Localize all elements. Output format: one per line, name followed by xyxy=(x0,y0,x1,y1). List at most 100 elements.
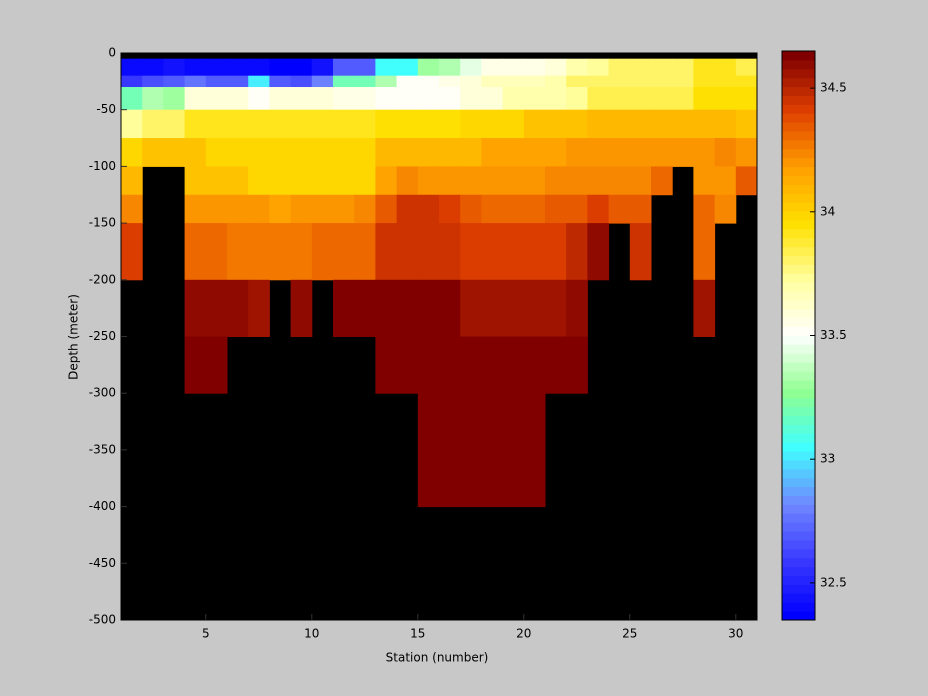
colorbar-band xyxy=(782,486,815,497)
colorbar-band xyxy=(782,539,815,550)
heatmap-cell xyxy=(417,336,440,394)
heatmap-cell xyxy=(290,58,313,77)
colorbar-band xyxy=(782,566,815,577)
heatmap-cell xyxy=(693,223,716,281)
heatmap-cell xyxy=(629,166,652,196)
colorbar-band xyxy=(782,95,815,105)
heatmap-cell xyxy=(587,58,610,77)
heatmap-cell xyxy=(523,223,546,281)
colorbar-band xyxy=(782,68,815,79)
heatmap-cell xyxy=(608,75,631,88)
colorbar-band xyxy=(782,371,815,381)
colorbar-band xyxy=(782,442,815,452)
heatmap-cell xyxy=(333,279,355,337)
heatmap-cell xyxy=(311,194,334,224)
colorbar-band xyxy=(782,166,815,176)
heatmap-cell xyxy=(651,166,673,196)
heatmap-cell xyxy=(481,336,504,394)
heatmap-cell xyxy=(290,87,313,111)
heatmap-cell xyxy=(735,109,758,139)
heatmap-cell xyxy=(502,58,525,77)
heatmap-cell xyxy=(290,279,313,337)
heatmap-cell xyxy=(396,166,419,196)
heatmap-cell xyxy=(142,109,164,139)
heatmap-cell xyxy=(523,279,546,337)
heatmap-cell xyxy=(163,109,186,139)
heatmap-cell xyxy=(502,138,525,167)
heatmap-cell xyxy=(460,87,482,111)
heatmap-cell xyxy=(121,223,143,281)
heatmap-cell xyxy=(184,166,207,196)
heatmap-cell xyxy=(523,87,546,111)
heatmap-cell xyxy=(502,223,525,281)
heatmap-cell xyxy=(502,279,525,337)
heatmap-cell xyxy=(227,279,249,337)
heatmap-cell xyxy=(354,138,376,167)
heatmap-cell xyxy=(545,75,567,88)
heatmap-cell xyxy=(439,223,461,281)
colorbar-band xyxy=(782,237,815,248)
heatmap-cell xyxy=(205,138,228,167)
heatmap-cell xyxy=(629,223,652,281)
heatmap-cell xyxy=(248,138,270,167)
heatmap-cell xyxy=(290,194,313,224)
heatmap-cell xyxy=(184,336,207,394)
heatmap-cell xyxy=(439,58,461,77)
x-tick-label: 30 xyxy=(728,627,743,641)
heatmap-cell xyxy=(354,194,376,224)
heatmap-cell xyxy=(481,279,504,337)
heatmap-cell xyxy=(629,194,652,224)
heatmap-cell xyxy=(651,58,673,77)
heatmap-cell xyxy=(629,138,652,167)
y-axis-label: Depth (meter) xyxy=(67,294,81,380)
heatmap-cell xyxy=(502,109,525,139)
heatmap-cell xyxy=(523,109,546,139)
heatmap-cell xyxy=(205,87,228,111)
heatmap-cell xyxy=(735,58,758,77)
heatmap-cell xyxy=(714,138,737,167)
y-tick-label: -100 xyxy=(89,159,116,173)
heatmap-cell xyxy=(566,166,588,196)
heatmap-cell xyxy=(460,194,482,224)
heatmap-cell xyxy=(566,109,588,139)
heatmap-cell xyxy=(269,166,292,196)
heatmap-cell xyxy=(248,194,270,224)
heatmap-cell xyxy=(566,194,588,224)
heatmap-cell xyxy=(417,87,440,111)
heatmap-cell xyxy=(439,138,461,167)
heatmap-cell xyxy=(651,87,673,111)
heatmap-cell xyxy=(693,109,716,139)
heatmap-cell xyxy=(184,194,207,224)
heatmap-cell xyxy=(142,58,164,77)
heatmap-cell xyxy=(714,109,737,139)
heatmap-cell xyxy=(354,87,376,111)
heatmap-cell xyxy=(227,87,249,111)
heatmap-cell xyxy=(481,166,504,196)
heatmap-cell xyxy=(481,87,504,111)
heatmap-cell xyxy=(333,138,355,167)
heatmap-cell xyxy=(121,109,143,139)
colorbar-band xyxy=(782,59,815,70)
heatmap-cell xyxy=(545,138,567,167)
heatmap-cell xyxy=(269,109,292,139)
heatmap-cell xyxy=(460,223,482,281)
colorbar-band xyxy=(782,557,815,568)
heatmap-cell xyxy=(545,109,567,139)
heatmap-cell xyxy=(460,75,482,88)
colorbar-band xyxy=(782,495,815,505)
heatmap-cell xyxy=(354,279,376,337)
heatmap-cell xyxy=(735,166,758,196)
heatmap-cell xyxy=(523,194,546,224)
y-tick-label: -400 xyxy=(89,499,116,513)
heatmap-cell xyxy=(184,109,207,139)
colorbar-band xyxy=(782,335,815,345)
heatmap-cell xyxy=(460,58,482,77)
heatmap-cell xyxy=(375,58,398,77)
heatmap-cell xyxy=(375,336,398,394)
heatmap-cell xyxy=(545,223,567,281)
heatmap-cell xyxy=(121,87,143,111)
heatmap-cell xyxy=(333,75,355,88)
colorbar-band xyxy=(782,255,815,265)
heatmap-cell xyxy=(672,58,694,77)
